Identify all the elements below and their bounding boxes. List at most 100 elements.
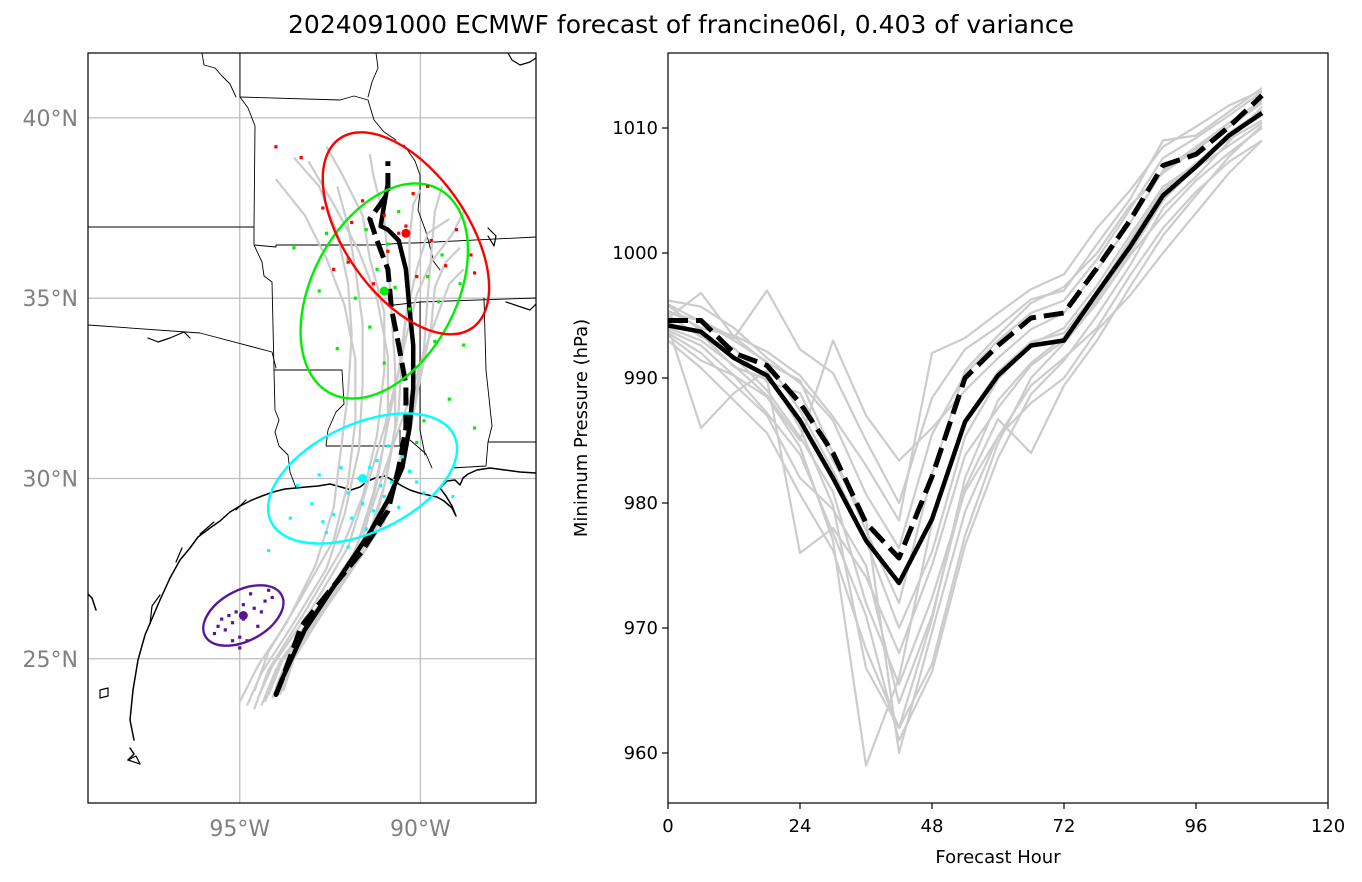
ensemble-position-point [393,285,397,289]
mean-track-dashed [273,161,409,696]
ensemble-position-point [288,516,292,520]
ensemble-position-point [227,613,231,618]
x-tick-label: 48 [921,816,944,837]
ensemble-pressure-line [668,90,1263,550]
y-tick-label: 990 [624,368,658,389]
ensemble-pressure-line [668,139,1263,755]
map-geography [88,53,536,765]
ensemble-pressure-line [668,89,1263,522]
ensemble-position-point [429,238,433,243]
ensemble-position-point [411,192,415,196]
ensemble-position-point [324,231,329,235]
ensemble-position-point [364,527,368,531]
y-tick-label: 1000 [612,243,658,264]
ensemble-position-point [469,253,473,257]
ensemble-position-point [230,639,235,643]
ensemble-position-point [440,253,444,257]
ensemble-position-point [397,231,401,235]
ensemble-pressure-line [668,127,1263,730]
ensemble-position-point [462,343,466,347]
ensemble-position-point [248,592,253,596]
ensemble-position-point [433,339,437,344]
ensemble-position-point [220,617,224,621]
ensemble-position-point [422,491,426,495]
ensemble-position-point [404,224,408,228]
ensemble-pressure-line [668,109,1263,630]
cluster-centroid [358,473,368,483]
ensemble-position-point [346,491,350,495]
pressure-panel: 0 24 48 72 96 120 960 970 980 990 1000 1010 Forecas… [571,52,1345,868]
ensemble-position-point [454,228,459,232]
ensemble-position-point [397,210,401,214]
ensemble-position-point [368,466,372,470]
y-tick-label: 970 [624,618,658,639]
ensemble-position-point [379,484,383,488]
ensemble-track [245,186,364,707]
mean-pressure-dashed [668,93,1264,561]
ensemble-position-point [382,213,386,217]
ensemble-position-point [426,184,430,189]
ensemble-position-point [295,484,300,488]
ensemble-position-point [332,267,336,271]
cluster-centroid [379,286,389,296]
ensemble-position-point [299,155,303,160]
ensemble-position-point [267,548,271,553]
uncertainty-ellipse [202,584,285,647]
ensemble-position-point [252,606,256,610]
coast-inlet [149,499,247,625]
map-axis-ticks: 95°W 90°W 25°N 30°N 35°N 40°N [23,107,451,842]
ensemble-position-point [451,494,455,499]
map-x-tick-label: 95°W [209,817,270,842]
ensemble-position-point [368,325,372,329]
x-tick-label: 120 [1311,816,1345,837]
mean-pressure-solid [668,111,1264,586]
ensemble-position-point [270,595,274,600]
ensemble-pressure-line [668,102,1263,605]
ensemble-pressure-line [668,122,1263,655]
y-axis-label: Minimum Pressure (hPa) [571,319,592,537]
ensemble-position-point [386,249,390,253]
x-tick-label: 96 [1185,816,1208,837]
x-tick-label: 0 [662,816,673,837]
ensemble-position-point [238,635,242,639]
ensemble-position-point [263,599,267,603]
ensemble-position-point [386,444,390,448]
great-lakes-shore [147,53,536,343]
x-tick-label: 72 [1053,816,1076,837]
y-tick-label: 960 [624,743,658,764]
ensemble-position-point [472,271,477,275]
ensemble-pressure-line [668,99,1263,462]
island [127,755,141,765]
ensemble-position-point [400,455,404,459]
ensemble-position-point [346,545,350,549]
ensemble-position-point [382,494,386,499]
ensemble-position-point [407,307,412,311]
pressure-axis-ticks: 0 24 48 72 96 120 960 970 980 990 1000 1010 [612,118,1345,837]
map-y-tick-label: 40°N [23,107,78,132]
ensemble-position-point [212,631,217,636]
coastline [88,467,536,761]
ensemble-position-point [389,480,394,484]
ensemble-position-point [332,512,336,517]
ensemble-position-point [371,282,376,286]
ensemble-position-point [321,520,325,524]
ensemble-position-point [350,516,354,520]
ensemble-position-point [321,206,325,210]
ensemble-position-point [371,509,376,513]
ensemble-position-point [350,220,354,225]
ensemble-track [263,160,389,703]
cluster-centroid [238,611,248,620]
ensemble-position-point [346,260,350,264]
ensemble-position-point [256,624,260,628]
pressure-frame [667,52,1329,804]
ensemble-position-point [386,242,390,246]
uncertainty-ellipse [266,412,459,545]
pressure-mean-lines [668,93,1264,586]
ensemble-position-point [436,300,441,304]
ensemble-position-point [444,264,448,268]
ensemble-position-point [230,621,235,625]
ensemble-position-point [360,502,365,506]
ensemble-position-point [234,610,238,614]
ensemble-position-point [415,440,419,445]
